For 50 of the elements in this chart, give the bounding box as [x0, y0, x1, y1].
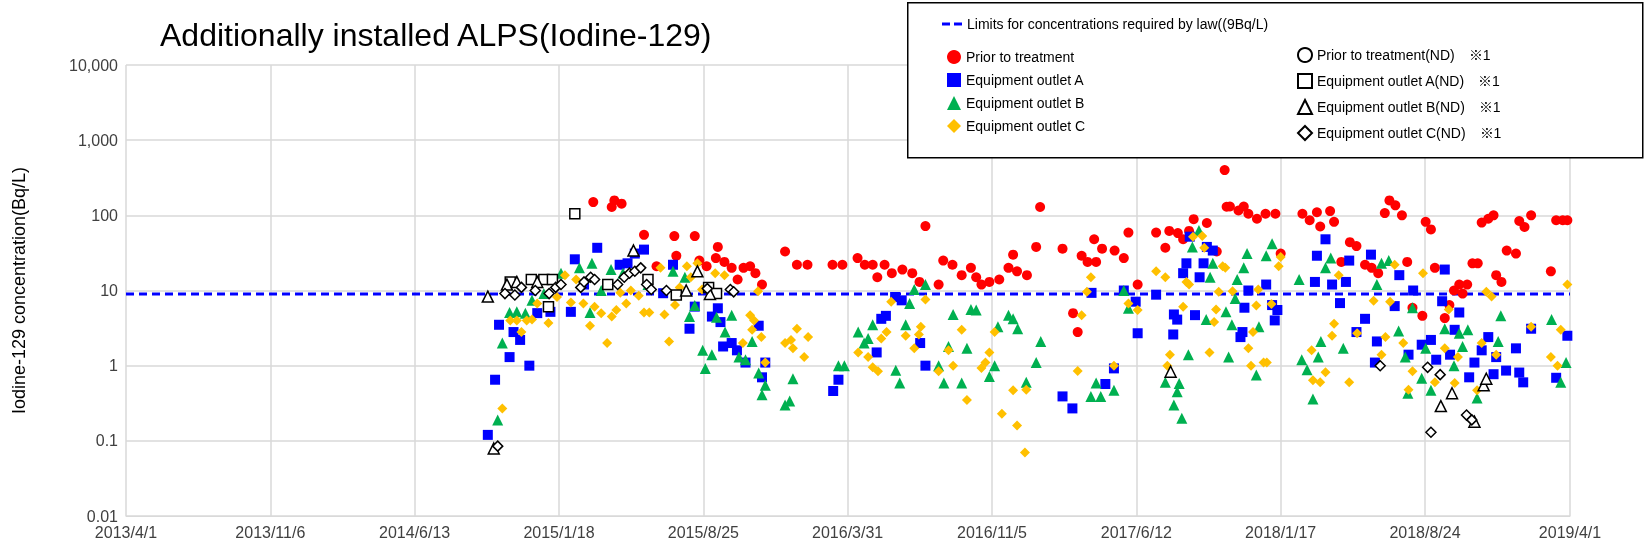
x-tick-label: 2019/4/1: [1538, 523, 1602, 541]
x-tick-label: 2018/1/17: [1245, 523, 1317, 541]
point: [645, 283, 658, 296]
x-tick-label: 2016/3/31: [812, 523, 884, 541]
x-tick-label: 2013/4/1: [94, 523, 158, 541]
legend-label: Limits for concentrations required by law((9Bq/L): [967, 16, 1269, 32]
y-tick-label: 1,000: [77, 131, 119, 149]
point: [499, 287, 511, 300]
point: [1480, 372, 1493, 385]
point: [660, 284, 673, 297]
legend-label: Equipment outlet C(ND) ※1: [1317, 125, 1502, 141]
point: [679, 284, 693, 297]
x-tick-label: 2018/8/24: [1389, 523, 1461, 541]
x-tick-label: 2014/6/13: [379, 523, 451, 541]
legend-label: Equipment outlet B(ND) ※1: [1317, 99, 1501, 115]
point: [627, 244, 640, 257]
point: [602, 278, 614, 291]
point: [569, 207, 581, 220]
legend-label: Equipment outlet A: [966, 72, 1085, 88]
point: [1445, 386, 1459, 400]
x-tick-label: 2017/6/12: [1100, 523, 1173, 541]
point: [491, 440, 504, 452]
x-tick-label: 2015/1/18: [523, 523, 595, 541]
y-tick-label: 0.1: [95, 432, 119, 450]
point: [531, 275, 544, 289]
y-tick-label: 10: [100, 282, 119, 299]
point: [1421, 361, 1434, 374]
legend-label: Equipment outlet C: [966, 118, 1086, 134]
point: [634, 262, 647, 274]
y-tick-label: 100: [91, 206, 119, 224]
y-tick-label: 0.01: [86, 507, 119, 525]
point: [1434, 399, 1448, 413]
point: [1434, 368, 1446, 381]
point: [529, 284, 542, 297]
point: [555, 278, 567, 291]
legend-label: Prior to treatment(ND) ※1: [1317, 47, 1491, 63]
point: [670, 289, 683, 301]
point: [515, 281, 528, 294]
legend-label: Equipment outlet B: [966, 95, 1085, 111]
x-tick-label: 2016/11/5: [957, 523, 1028, 541]
point: [691, 265, 704, 278]
legend-label: Prior to treatment: [966, 49, 1075, 65]
x-tick-label: 2013/11/6: [235, 523, 306, 541]
point: [481, 290, 495, 303]
legend-label: Equipment outlet A(ND) ※1: [1317, 73, 1501, 89]
y-tick-label: 1: [109, 357, 119, 375]
y-axis-title: Iodine-129 concentration(Bq/L): [9, 166, 29, 415]
chart-title: Additionally installed ALPS(Iodine-129): [160, 17, 712, 53]
x-tick-label: 2015/8/25: [667, 523, 740, 541]
y-tick-label: 10,000: [69, 56, 119, 74]
